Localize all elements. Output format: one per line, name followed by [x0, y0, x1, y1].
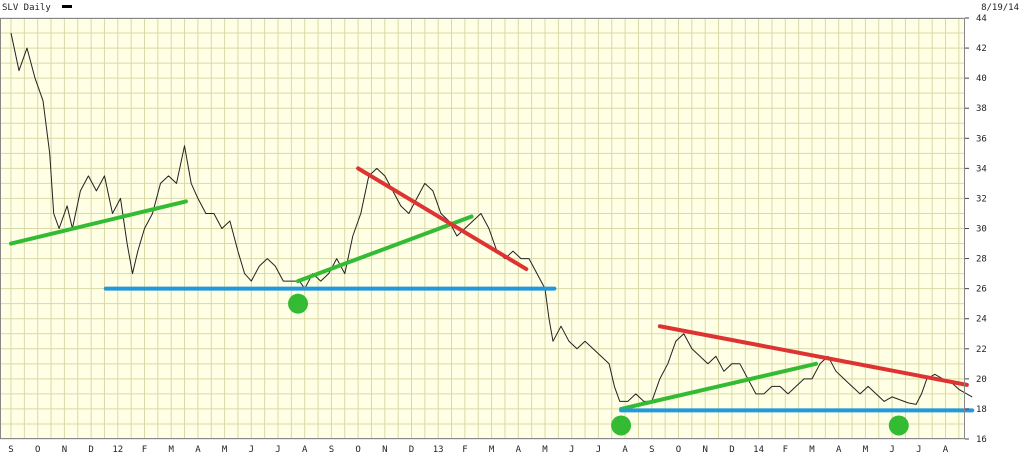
x-tick-label: J	[889, 445, 894, 455]
x-tick-label: A	[836, 445, 842, 455]
x-tick-label: O	[35, 445, 40, 455]
x-tick-label: J	[275, 445, 280, 455]
chart-header: SLV Daily 8/19/14	[2, 3, 1019, 13]
x-tick-label: A	[302, 445, 308, 455]
y-tick-label: 24	[976, 315, 987, 325]
y-tick-label: 44	[976, 14, 987, 24]
trend-line	[657, 324, 969, 387]
plot-border	[0, 18, 965, 439]
x-tick-label: J	[596, 445, 601, 455]
y-tick-label: 34	[976, 164, 987, 174]
y-tick-label: 38	[976, 104, 987, 114]
x-tick-label: N	[382, 445, 387, 455]
x-tick-label: D	[88, 445, 93, 455]
x-tick-label: A	[195, 445, 201, 455]
x-tick-label: A	[516, 445, 522, 455]
x-tick-label: S	[329, 445, 334, 455]
y-tick-label: 42	[976, 44, 987, 54]
y-tick-label: 36	[976, 134, 987, 144]
price-line	[10, 32, 973, 405]
marker-dot	[611, 415, 632, 436]
chart-title: SLV Daily	[2, 3, 51, 13]
marker-dot	[288, 293, 309, 314]
y-tick-label: 26	[976, 285, 987, 295]
x-tick-label: O	[355, 445, 360, 455]
x-tick-label: S	[8, 445, 13, 455]
y-tick-label: 28	[976, 255, 987, 265]
series-layer	[10, 32, 973, 405]
grid	[0, 17, 965, 440]
y-tick-label: 16	[976, 435, 987, 445]
trend-line	[356, 166, 529, 272]
y-tick-label: 18	[976, 405, 987, 415]
trend-line	[619, 361, 819, 411]
x-tick-label: 13	[433, 445, 444, 455]
x-tick-label: M	[863, 445, 869, 455]
x-tick-label: D	[409, 445, 414, 455]
x-tick-label: M	[809, 445, 815, 455]
x-tick-label: N	[702, 445, 707, 455]
x-tick-label: N	[62, 445, 67, 455]
x-tick-label: A	[622, 445, 628, 455]
x-tick-label: M	[542, 445, 548, 455]
x-tick-label: M	[168, 445, 174, 455]
x-tick-label: F	[783, 445, 788, 455]
x-tick-label: D	[729, 445, 734, 455]
trend-line	[296, 214, 474, 284]
y-tick-label: 22	[976, 345, 987, 355]
y-tick-label: 20	[976, 375, 987, 385]
date-label: 8/19/14	[981, 3, 1019, 13]
x-tick-label: 12	[112, 445, 123, 455]
axis-layer: 16 18 20 22 24 26 28 30 32 34 36 38 40 42 44 S O N D 12 F M A M…	[8, 14, 987, 455]
x-tick-label: F	[462, 445, 467, 455]
x-tick-label: M	[489, 445, 495, 455]
marker-dot	[888, 415, 909, 436]
x-tick-label: M	[222, 445, 228, 455]
x-tick-label: J	[249, 445, 254, 455]
y-tick-label: 30	[976, 225, 987, 235]
y-tick-label: 40	[976, 74, 987, 84]
x-tick-label: J	[916, 445, 921, 455]
x-tick-label: O	[676, 445, 681, 455]
legend-swatch	[62, 5, 72, 8]
x-tick-label: S	[649, 445, 654, 455]
x-tick-label: F	[142, 445, 147, 455]
annotation-layer	[9, 166, 975, 436]
x-tick-label: J	[569, 445, 574, 455]
trend-line	[9, 199, 188, 246]
x-tick-label: A	[943, 445, 949, 455]
x-tick-label: 14	[753, 445, 764, 455]
y-tick-label: 32	[976, 194, 987, 204]
